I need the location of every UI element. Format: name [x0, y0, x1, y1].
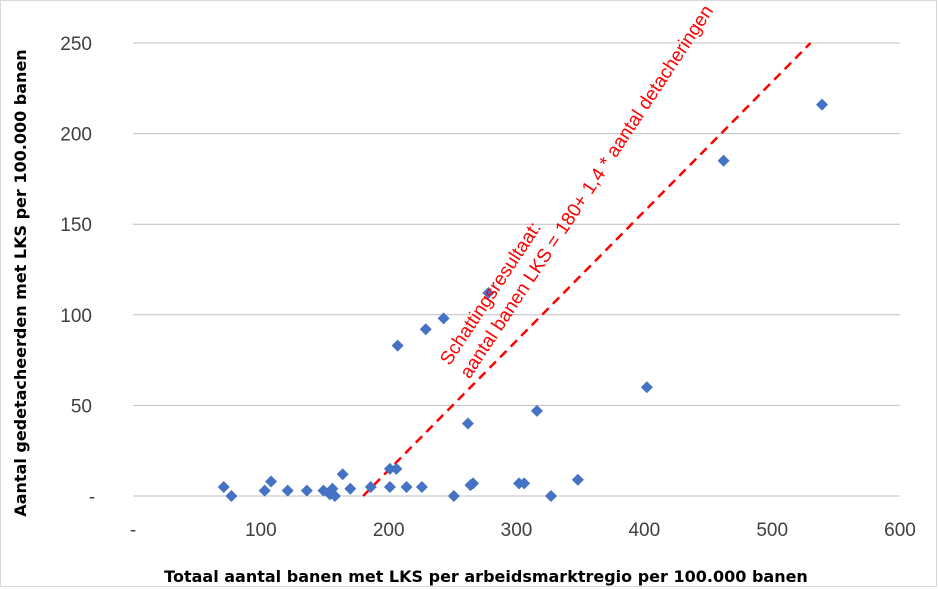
gridlines: [133, 42, 900, 497]
y-axis-title: Aantal gedetacheerden met LKS per 100.00…: [11, 49, 30, 516]
data-point: [390, 462, 403, 475]
data-point: [717, 154, 730, 167]
data-point: [518, 477, 531, 490]
y-tick-label: 250: [60, 34, 92, 55]
data-point: [461, 417, 474, 430]
y-tick-labels: - 50 100 150 200 250: [60, 34, 95, 508]
data-point: [328, 490, 341, 502]
x-tick-label: 400: [628, 520, 660, 541]
y-tick-label: 100: [60, 306, 92, 327]
x-tick-label: 300: [501, 520, 533, 541]
y-tick-label: 150: [60, 215, 92, 236]
trend-line-group: [362, 42, 812, 497]
data-point: [364, 480, 377, 493]
data-point: [482, 287, 495, 300]
y-tick-label: 200: [60, 125, 92, 146]
data-point: [300, 484, 313, 497]
y-tick-label: -: [89, 487, 95, 508]
data-point: [225, 490, 238, 502]
data-point: [336, 468, 349, 481]
data-point: [447, 490, 460, 502]
trend-line: [362, 42, 812, 497]
data-point: [217, 480, 230, 493]
y-tick-label: 50: [71, 396, 92, 417]
data-point: [640, 381, 653, 394]
data-point: [419, 323, 432, 336]
x-tick-label: -: [130, 520, 136, 541]
data-point: [383, 462, 396, 475]
data-point: [344, 482, 357, 495]
x-tick-label: 600: [884, 520, 916, 541]
data-point: [281, 484, 294, 497]
x-tick-labels: - 100 200 300 400 500 600: [130, 520, 916, 541]
data-point: [816, 98, 829, 111]
data-point: [258, 484, 271, 497]
data-point: [391, 339, 404, 352]
data-point: [415, 480, 428, 493]
x-axis-title: Totaal aantal banen met LKS per arbeidsm…: [164, 567, 808, 586]
data-point: [571, 473, 584, 486]
data-point: [383, 480, 396, 493]
x-tick-label: 200: [373, 520, 405, 541]
data-point: [400, 480, 413, 493]
data-point: [530, 404, 543, 417]
x-tick-label: 100: [245, 520, 277, 541]
data-point: [437, 312, 450, 325]
x-tick-label: 500: [756, 520, 788, 541]
data-point: [265, 475, 278, 488]
data-points: [217, 98, 829, 502]
data-point: [467, 477, 480, 490]
data-point: [545, 490, 558, 502]
